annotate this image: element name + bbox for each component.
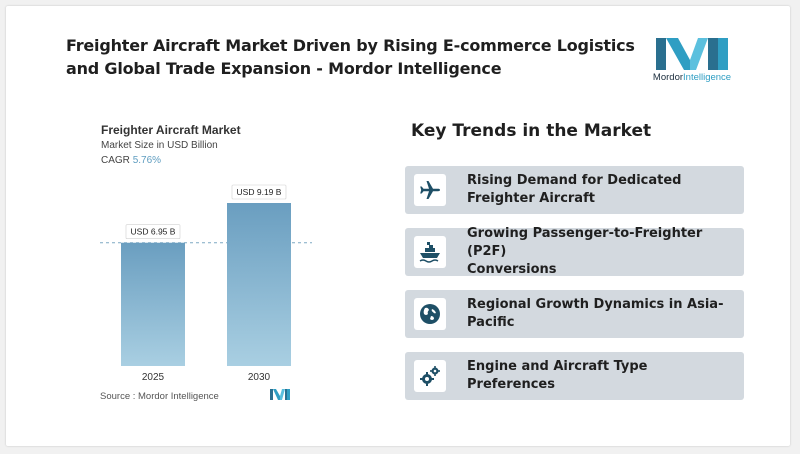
- chart-title: Freighter Aircraft Market: [101, 123, 241, 137]
- bar-2030: [227, 203, 291, 366]
- page-title: Freighter Aircraft Market Driven by Risi…: [66, 36, 635, 78]
- data-label: USD 9.19 B: [237, 187, 282, 197]
- bar-2025: [121, 242, 185, 366]
- x-tick-label: 2030: [248, 372, 271, 383]
- trend-label-line2: Freighter Aircraft: [467, 191, 595, 206]
- trend-item-dedicated-freighters: Rising Demand for Dedicated Freighter Ai…: [405, 166, 744, 214]
- x-tick-label: 2025: [142, 372, 165, 383]
- trend-label-line2: Conversions: [467, 262, 557, 277]
- source-logo-icon: [270, 389, 290, 400]
- data-label-box: [231, 184, 287, 200]
- trend-label-line1: Rising Demand for Dedicated: [467, 173, 682, 188]
- cagr: CAGR 5.76%: [101, 155, 161, 166]
- gears-icon: [420, 366, 440, 386]
- trend-label-line1: Engine and Aircraft Type Preferences: [467, 359, 648, 392]
- logo-text-light: Intelligence: [683, 72, 732, 83]
- trend-label-line1: Growing Passenger-to-Freighter (P2F): [467, 226, 703, 259]
- logo-text-bold: Mordor: [652, 72, 684, 83]
- cargo-ship-icon: [419, 242, 440, 263]
- chart-subtitle: Market Size in USD Billion: [101, 140, 218, 151]
- cagr-label: CAGR: [101, 155, 130, 166]
- trend-label-line2: Pacific: [467, 315, 515, 330]
- source-note: Source : Mordor Intelligence: [100, 391, 219, 402]
- trend-item-asia-pacific: Regional Growth Dynamics in Asia- Pacifi…: [405, 290, 744, 338]
- data-label-box: [125, 224, 181, 240]
- trend-label-line1: Regional Growth Dynamics in Asia-: [467, 297, 724, 312]
- globe-icon: [420, 304, 440, 324]
- trend-item-p2f-conversions: Growing Passenger-to-Freighter (P2F) Con…: [405, 226, 744, 277]
- cagr-value: 5.76%: [132, 155, 162, 166]
- airplane-icon: [420, 181, 440, 199]
- data-label: USD 6.95 B: [131, 227, 176, 237]
- mordor-logo-mark-icon: [656, 38, 728, 70]
- trend-item-engine-preferences: Engine and Aircraft Type Preferences: [405, 352, 744, 400]
- bar-chart: USD 6.95 B 2025 USD 9.19 B 2030: [100, 184, 312, 383]
- mordor-logo: MordorIntelligence: [650, 36, 734, 88]
- trends-heading: Key Trends in the Market: [411, 121, 652, 141]
